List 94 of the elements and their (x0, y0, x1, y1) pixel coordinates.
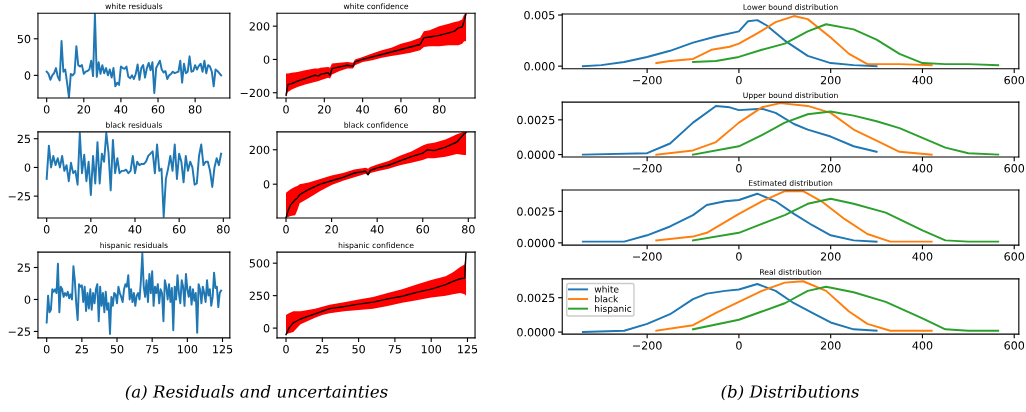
line-series (655, 190, 933, 243)
x-tick-label: 0 (43, 105, 50, 114)
y-tick-label: 200 (249, 145, 270, 155)
x-tick-label: 600 (1004, 252, 1025, 261)
line-series (692, 23, 1000, 67)
y-tick-label: 0 (263, 180, 270, 189)
legend-label: hispanic (595, 304, 632, 314)
x-tick-label: −200 (633, 75, 662, 85)
y-tick-label: 0 (263, 324, 270, 333)
x-tick-label: 600 (1004, 341, 1025, 350)
y-tick-label: 0.0000 (517, 238, 555, 248)
line-series (581, 104, 878, 156)
line-series (581, 283, 878, 334)
text: (a) Residuals and uncertainties (125, 384, 388, 401)
x-tick-label: 60 (172, 225, 186, 234)
x-tick-label: 0 (736, 341, 742, 350)
x-tick-label: 400 (912, 341, 933, 350)
y-tick-label: 0 (263, 55, 270, 64)
x-tick-label: 40 (114, 105, 128, 114)
line-series (692, 197, 1000, 243)
y-tick-label: 25 (17, 263, 31, 272)
x-tick-label: 50 (110, 344, 124, 354)
y-tick-label: −25 (8, 192, 31, 201)
y-tick-label: 0.0025 (517, 115, 555, 125)
legend-label: white (594, 285, 619, 293)
line-series (655, 280, 933, 332)
line-series (581, 19, 878, 68)
x-tick-label: 200 (820, 75, 841, 85)
x-tick-label: 20 (77, 105, 91, 114)
y-tick-label: 200 (249, 22, 270, 31)
x-tick-label: 200 (820, 164, 841, 173)
y-tick-label: −25 (8, 327, 31, 336)
x-tick-label: 60 (151, 105, 165, 114)
y-tick-label: 0.0000 (517, 150, 555, 159)
x-tick-label: 0 (283, 344, 289, 354)
x-tick-label: 75 (146, 345, 159, 354)
y-tick-label: 0.0025 (517, 207, 555, 216)
line-series (581, 192, 878, 243)
line-series (45, 252, 223, 335)
x-tick-label: 40 (356, 105, 369, 114)
y-tick-label: 0.000 (524, 62, 555, 71)
legend-label: black (595, 295, 619, 303)
x-tick-label: 0 (283, 105, 289, 114)
x-tick-label: −200 (633, 164, 662, 173)
line-series (45, 132, 223, 218)
y-tick-label: 0.0000 (517, 328, 555, 337)
x-tick-label: 80 (216, 225, 230, 234)
y-tick-label: 0 (24, 295, 31, 304)
x-tick-label: 0 (43, 225, 50, 234)
x-tick-label: 20 (84, 225, 98, 234)
x-tick-label: 0 (736, 75, 742, 85)
line-series (692, 110, 1000, 156)
x-tick-label: 40 (370, 225, 384, 234)
x-tick-label: 0 (43, 344, 50, 354)
x-tick-label: 600 (1004, 75, 1025, 85)
x-tick-label: 80 (462, 225, 475, 234)
x-tick-label: 100 (177, 344, 198, 354)
line-series (45, 13, 223, 99)
y-tick-label: 25 (17, 134, 31, 144)
x-tick-label: 80 (432, 105, 446, 114)
line-series (692, 285, 1000, 332)
x-tick-label: 20 (325, 225, 338, 234)
x-tick-label: 20 (318, 105, 331, 114)
line-series (655, 102, 933, 156)
x-tick-label: 400 (912, 75, 933, 85)
y-tick-label: 0.0025 (517, 293, 555, 303)
y-tick-label: 0.005 (524, 11, 555, 20)
x-tick-label: 75 (388, 345, 401, 354)
x-tick-label: 25 (75, 344, 88, 354)
x-tick-label: 400 (912, 164, 933, 173)
line-series (655, 15, 933, 67)
x-tick-label: 125 (458, 344, 478, 354)
y-tick-label: −200 (240, 88, 270, 98)
x-tick-label: 0 (283, 225, 289, 234)
x-tick-label: 100 (421, 344, 442, 354)
x-tick-label: 600 (1004, 164, 1025, 173)
x-tick-label: 0 (736, 252, 742, 261)
x-tick-label: 40 (128, 225, 142, 234)
x-tick-label: 50 (352, 344, 365, 354)
x-tick-label: 25 (316, 344, 329, 354)
y-tick-label: 500 (249, 259, 270, 268)
text: (b) Distributions (721, 384, 859, 401)
y-tick-label: 250 (249, 291, 270, 301)
x-tick-label: 80 (188, 105, 202, 114)
x-tick-label: −200 (633, 252, 662, 261)
x-tick-label: 60 (416, 225, 430, 234)
x-tick-label: 200 (820, 341, 841, 350)
x-tick-label: 0 (736, 164, 742, 173)
y-tick-label: 50 (17, 34, 31, 44)
x-tick-label: −200 (633, 341, 662, 350)
x-tick-label: 400 (912, 252, 933, 261)
x-tick-label: 125 (213, 344, 233, 354)
x-tick-label: 60 (394, 105, 408, 114)
x-tick-label: 200 (820, 252, 841, 261)
